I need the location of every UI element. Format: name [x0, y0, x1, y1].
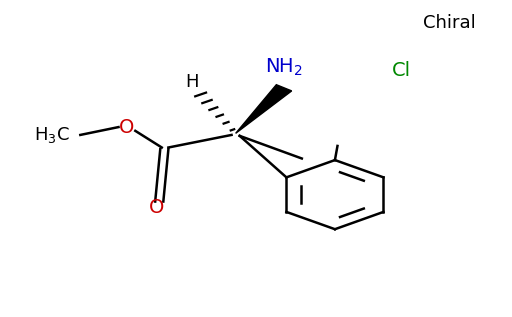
Text: H: H [185, 73, 199, 91]
Polygon shape [236, 85, 292, 133]
Text: NH$_2$: NH$_2$ [265, 57, 303, 78]
Text: Cl: Cl [392, 61, 411, 80]
Text: Chiral: Chiral [423, 14, 476, 32]
Text: O: O [118, 118, 134, 137]
Text: O: O [149, 198, 164, 217]
Text: H$_3$C: H$_3$C [34, 125, 70, 145]
